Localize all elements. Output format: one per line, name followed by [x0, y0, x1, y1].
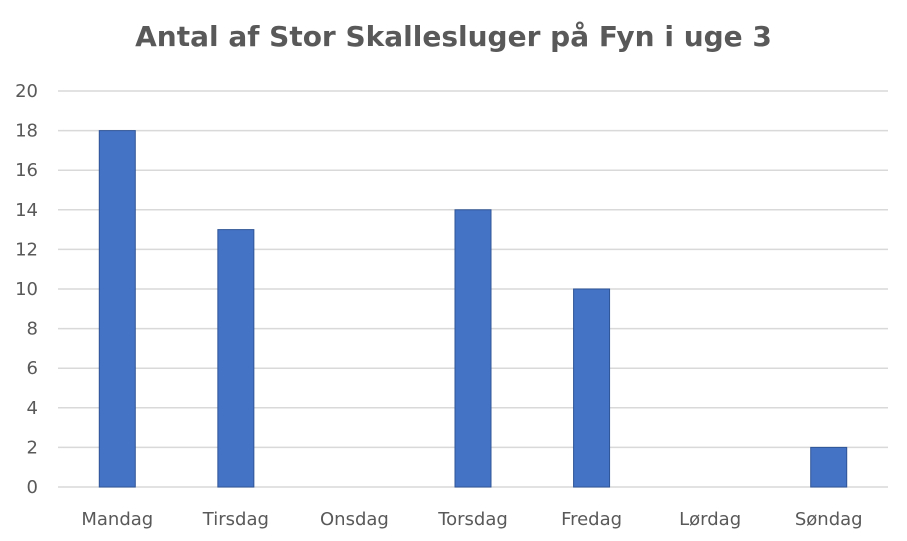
bar-torsdag: [454, 209, 492, 488]
x-tick-label: Tirsdag: [202, 509, 269, 530]
y-tick-label: 2: [27, 437, 38, 458]
bar-tirsdag: [217, 229, 255, 488]
y-tick-label: 10: [15, 279, 38, 300]
x-tick-label: Onsdag: [320, 509, 389, 530]
y-tick-label: 0: [27, 477, 38, 498]
bar-mandag: [98, 130, 136, 488]
y-tick-label: 18: [15, 121, 38, 142]
x-tick-label: Torsdag: [437, 509, 508, 530]
y-tick-label: 8: [27, 319, 38, 340]
y-tick-label: 6: [27, 358, 38, 379]
x-tick-label: Søndag: [795, 509, 863, 530]
bar-søndag: [810, 446, 848, 488]
bars: [98, 130, 848, 488]
y-tick-label: 20: [15, 81, 38, 102]
x-axis-tick-labels: Mandag Tirsdag Onsdag Torsdag Fredag Lørdag Sø…: [81, 509, 862, 530]
y-axis-tick-labels: 0 2 4 6 8 10 12 14 16 18 20: [15, 81, 38, 498]
x-tick-label: Fredag: [561, 509, 622, 530]
x-tick-label: Lørdag: [679, 509, 741, 530]
y-tick-label: 14: [15, 200, 38, 221]
x-tick-label: Mandag: [81, 509, 153, 530]
y-tick-label: 12: [15, 239, 38, 260]
y-tick-label: 16: [15, 160, 38, 181]
chart-title: Antal af Stor Skallesluger på Fyn i uge …: [135, 20, 772, 53]
y-tick-label: 4: [27, 398, 38, 419]
bar-fredag: [573, 288, 611, 488]
